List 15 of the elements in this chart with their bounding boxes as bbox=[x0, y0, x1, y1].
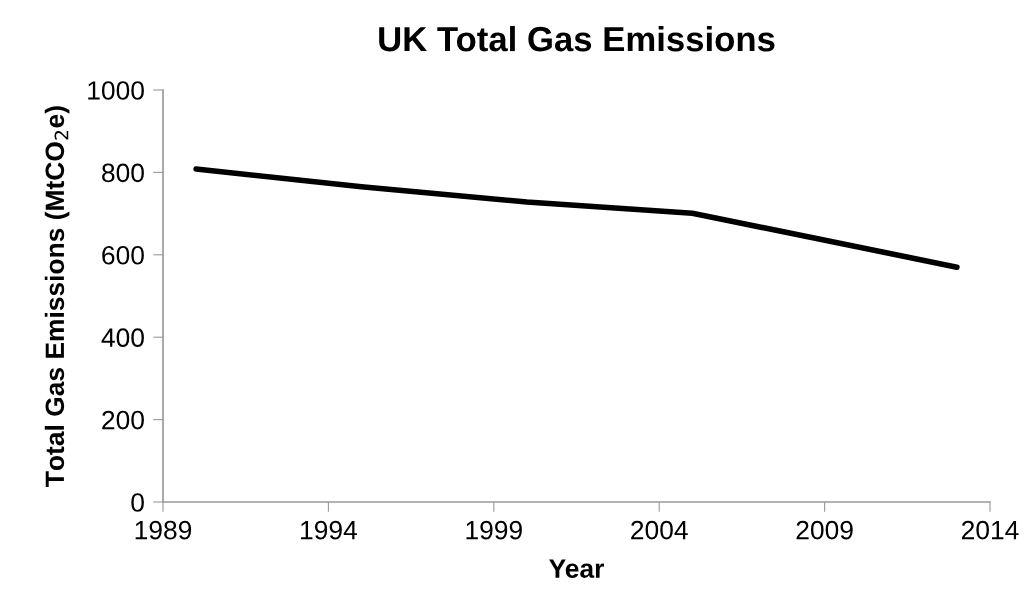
x-tick-label: 2004 bbox=[631, 520, 688, 540]
y-tick-label: 400 bbox=[101, 328, 144, 348]
x-tick-label: 1989 bbox=[135, 520, 192, 540]
y-axis-title: Total Gas Emissions (MtCO$_{2}$e) bbox=[44, 106, 70, 487]
y-tick-label: 600 bbox=[102, 245, 144, 265]
chart-title: UK Total Gas Emissions bbox=[379, 25, 775, 52]
x-tick-label: 2014 bbox=[961, 520, 1019, 540]
x-tick-label: 1994 bbox=[301, 520, 357, 540]
y-tick-label: 0 bbox=[131, 493, 144, 512]
x-tick-label: 1999 bbox=[466, 520, 522, 540]
y-tick-label: 200 bbox=[102, 410, 144, 430]
y-tick-label: 800 bbox=[102, 163, 144, 183]
x-tick-label: 2009 bbox=[796, 520, 853, 540]
y-tick-label: 1000 bbox=[88, 81, 144, 100]
x-axis-title: Year bbox=[549, 559, 604, 578]
